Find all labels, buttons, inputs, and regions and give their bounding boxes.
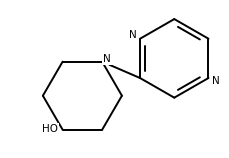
Text: HO: HO [42, 124, 57, 134]
Text: N: N [129, 30, 136, 40]
Text: N: N [103, 54, 110, 64]
Text: N: N [211, 76, 218, 86]
